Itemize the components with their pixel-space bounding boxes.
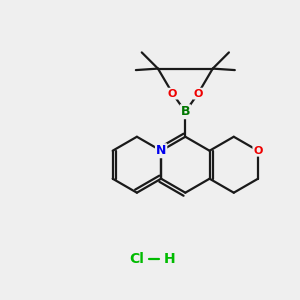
Text: N: N	[156, 144, 166, 157]
Text: O: O	[253, 146, 263, 156]
Text: Cl: Cl	[129, 252, 144, 266]
Text: H: H	[163, 252, 175, 266]
Text: O: O	[168, 88, 177, 99]
Text: B: B	[181, 105, 190, 118]
Text: O: O	[193, 88, 203, 99]
